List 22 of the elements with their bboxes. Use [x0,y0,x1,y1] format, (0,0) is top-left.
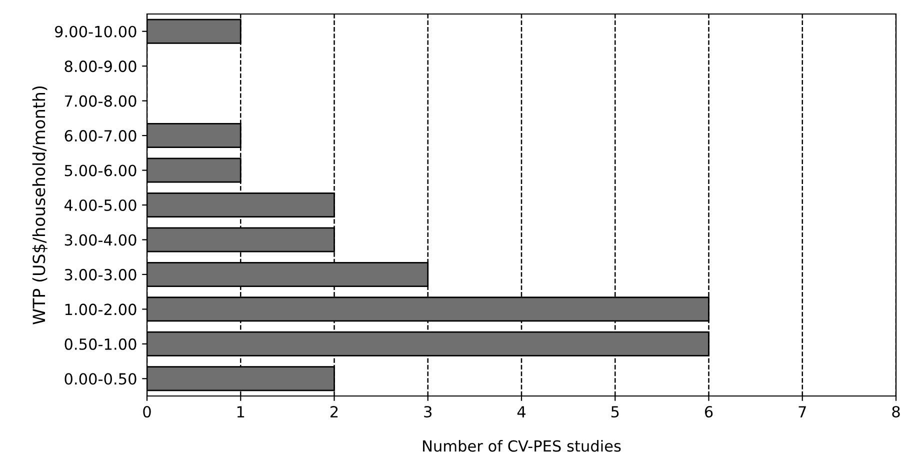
y-tick-label: 1.00-2.00 [65,304,136,316]
y-axis-title: WTP (US$/household/month) [32,86,48,324]
y-tick-label: 3.00-4.00 [64,234,136,246]
x-tick-label: 7 [798,406,806,418]
x-tick-label: 2 [330,406,338,418]
x-tick-label: 5 [611,406,619,418]
x-tick-label: 8 [892,406,900,418]
x-tick-label: 6 [704,406,713,418]
y-tick-label: 5.00-6.00 [64,164,136,176]
y-tick-label: 9.00-10.00 [54,26,136,38]
y-tick-label: 6.00-7.00 [64,130,136,142]
x-tick-label: 4 [517,406,526,418]
x-axis-title: Number of CV-PES studies [423,440,621,452]
x-tick-label: 3 [424,406,432,418]
y-tick-label: 8.00-9.00 [64,60,136,72]
y-tick-label: 4.00-5.00 [64,199,136,212]
y-tick-label: 0.50-1.00 [64,338,136,350]
y-tick-label: 0.00-0.50 [64,373,136,385]
y-tick-label: 3.00-3.00 [64,268,136,280]
y-tick-label: 7.00-8.00 [64,95,136,107]
x-tick-label: 0 [143,406,151,418]
x-tick-label: 1 [237,406,244,418]
